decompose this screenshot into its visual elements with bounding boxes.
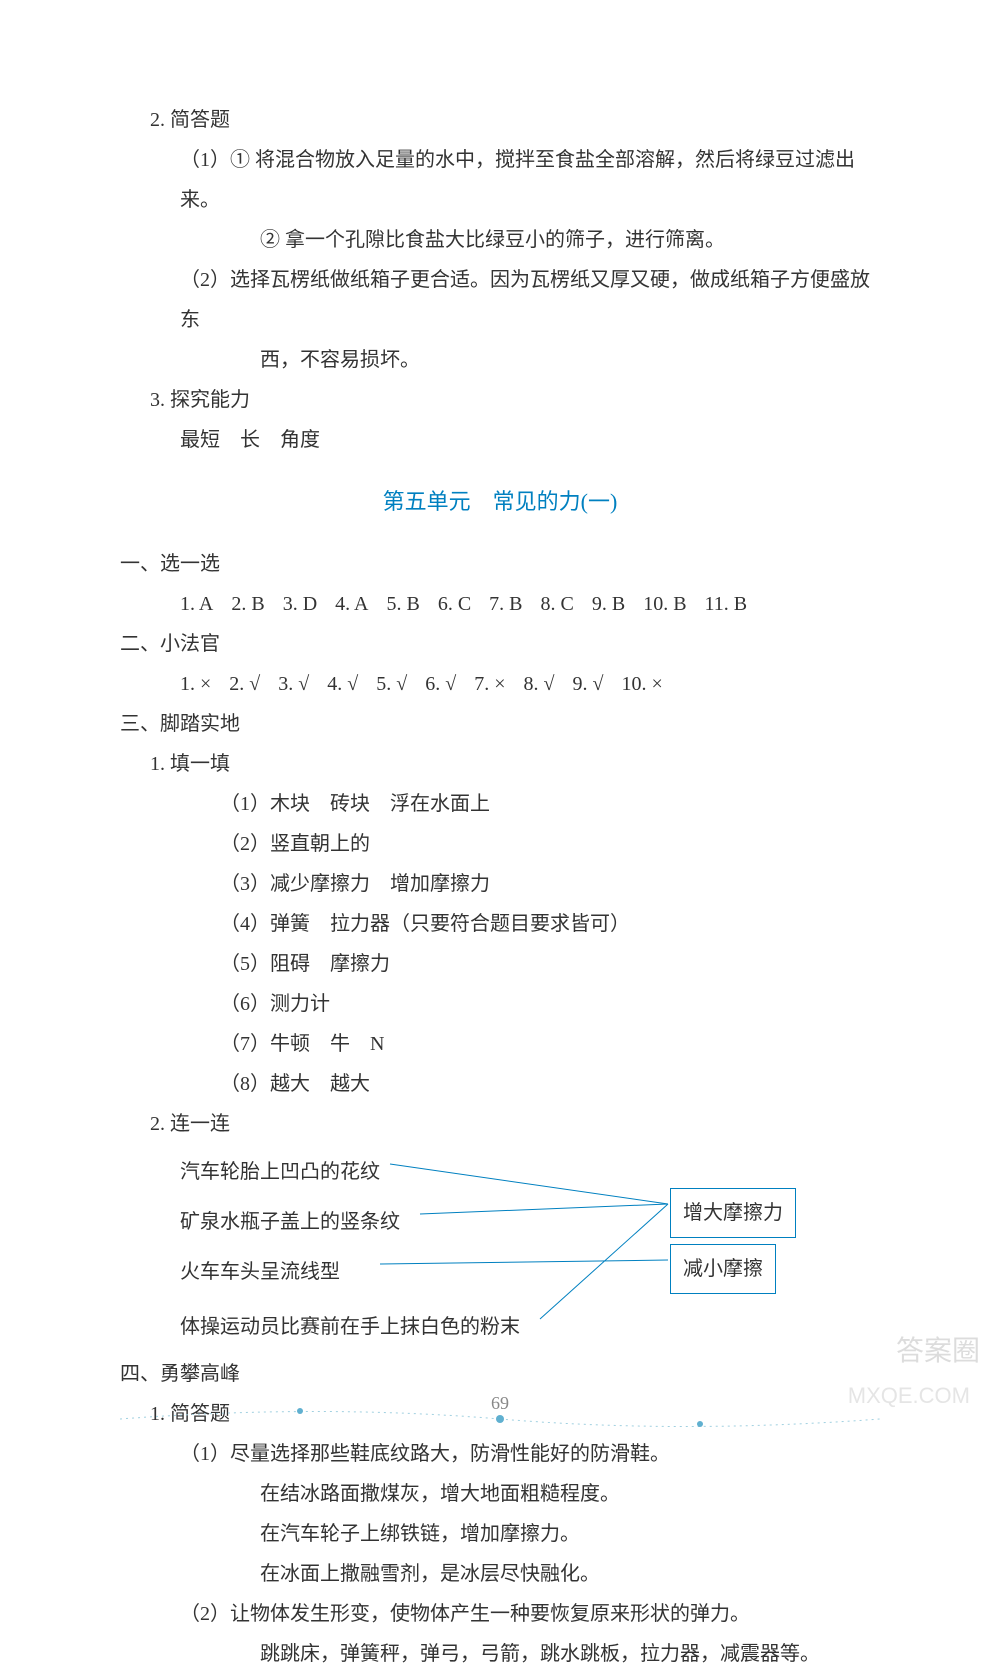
fill-answer: （5）阻碍 摩擦力 [120, 944, 880, 984]
judge-answer: 1. × [180, 664, 211, 704]
watermark-1: 答案圈 [896, 1329, 980, 1369]
q2-1b: ② 拿一个孔隙比食盐大比绿豆小的筛子，进行筛离。 [120, 220, 880, 260]
q3-header: 3. 探究能力 [120, 380, 880, 420]
match-right-box: 增大摩擦力 [670, 1188, 796, 1238]
page-content: 2. 简答题 （1）① 将混合物放入足量的水中，搅拌至食盐全部溶解，然后将绿豆过… [120, 100, 880, 1674]
choice-answer: 8. C [541, 584, 574, 624]
match-left-item: 汽车轮胎上凹凸的花纹 [180, 1152, 540, 1192]
q2-2: （2）选择瓦楞纸做纸箱子更合适。因为瓦楞纸又厚又硬，做成纸箱子方便盛放东 [120, 260, 880, 340]
choice-answer: 10. B [643, 584, 686, 624]
judge-answer: 2. √ [229, 664, 260, 704]
section2-header: 二、小法官 [120, 624, 880, 664]
judge-answer: 10. × [621, 664, 662, 704]
choice-answer: 5. B [386, 584, 419, 624]
q2-header: 2. 简答题 [120, 100, 880, 140]
section3-header: 三、脚踏实地 [120, 704, 880, 744]
fill-answer: （7）牛顿 牛 N [120, 1024, 880, 1064]
section4-header: 四、勇攀高峰 [120, 1354, 880, 1394]
dotted-decoration [120, 1399, 880, 1429]
choice-answer: 4. A [335, 584, 368, 624]
s4-q1b: 在结冰路面撒煤灰，增大地面粗糙程度。 [120, 1474, 880, 1514]
matching-diagram: 汽车轮胎上凹凸的花纹矿泉水瓶子盖上的竖条纹火车车头呈流线型体操运动员比赛前在手上… [120, 1154, 880, 1354]
s4-q1d: 在冰面上撒融雪剂，是冰层尽快融化。 [120, 1554, 880, 1594]
judge-answer: 3. √ [278, 664, 309, 704]
judge-answer: 4. √ [327, 664, 358, 704]
s4-q2b: 跳跳床，弹簧秤，弹弓，弓箭，跳水跳板，拉力器，减震器等。 [120, 1634, 880, 1674]
judge-answer: 5. √ [376, 664, 407, 704]
choice-answer: 6. C [438, 584, 471, 624]
choice-answer: 11. B [705, 584, 748, 624]
section1-header: 一、选一选 [120, 544, 880, 584]
section1-items: 1. A 2. B 3. D 4. A 5. B 6. C 7. B 8. C 9. B 10. … [120, 584, 880, 624]
fill-answer: （1）木块 砖块 浮在水面上 [120, 784, 880, 824]
choice-answer: 1. A [180, 584, 213, 624]
s4-q1: （1）尽量选择那些鞋底纹路大，防滑性能好的防滑鞋。 [120, 1434, 880, 1474]
judge-answer: 8. √ [523, 664, 554, 704]
fill-answer: （6）测力计 [120, 984, 880, 1024]
match-right-box: 减小摩擦 [670, 1244, 776, 1294]
fill-answer: （8）越大 越大 [120, 1064, 880, 1104]
fill-answer: （3）减少摩擦力 增加摩擦力 [120, 864, 880, 904]
judge-answer: 9. √ [572, 664, 603, 704]
sub2-header: 2. 连一连 [120, 1104, 880, 1144]
choice-answer: 9. B [592, 584, 625, 624]
q2-1: （1）① 将混合物放入足量的水中，搅拌至食盐全部溶解，然后将绿豆过滤出来。 [120, 140, 880, 220]
judge-answer: 7. × [474, 664, 505, 704]
q2-2b: 西，不容易损坏。 [120, 340, 880, 380]
sub1-header: 1. 填一填 [120, 744, 880, 784]
q3-ans: 最短 长 角度 [120, 420, 880, 460]
s4-q1c: 在汽车轮子上绑铁链，增加摩擦力。 [120, 1514, 880, 1554]
judge-answer: 6. √ [425, 664, 456, 704]
unit-title: 第五单元 常见的力(一) [120, 480, 880, 524]
section2-items: 1. × 2. √ 3. √ 4. √ 5. √ 6. √ 7. × 8. √ 9. √ 10. … [120, 664, 880, 704]
choice-answer: 3. D [283, 584, 317, 624]
match-left-item: 矿泉水瓶子盖上的竖条纹 [180, 1202, 540, 1242]
fill-answer: （2）竖直朝上的 [120, 824, 880, 864]
choice-answer: 7. B [489, 584, 522, 624]
match-left-item: 体操运动员比赛前在手上抹白色的粉末 [180, 1307, 540, 1347]
choice-answer: 2. B [231, 584, 264, 624]
match-left-item: 火车车头呈流线型 [180, 1252, 540, 1292]
fill-answer: （4）弹簧 拉力器（只要符合题目要求皆可） [120, 904, 880, 944]
s4-q2: （2）让物体发生形变，使物体产生一种要恢复原来形状的弹力。 [120, 1594, 880, 1634]
